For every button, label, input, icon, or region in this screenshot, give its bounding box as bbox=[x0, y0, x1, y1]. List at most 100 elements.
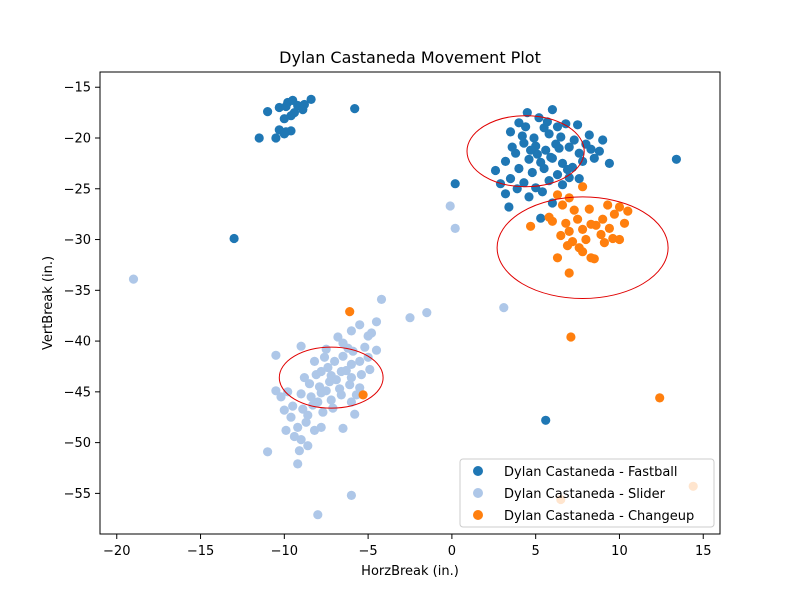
point-series-2-12 bbox=[573, 214, 583, 224]
point-series-0-56 bbox=[505, 174, 516, 184]
point-series-1-55 bbox=[301, 417, 311, 427]
point-series-1-12 bbox=[321, 344, 331, 354]
chart-title: Dylan Castaneda Movement Plot bbox=[279, 48, 541, 67]
point-series-0-78 bbox=[526, 145, 536, 155]
legend-marker-changeup bbox=[473, 510, 483, 520]
point-series-1-52 bbox=[279, 405, 289, 415]
point-series-2-8 bbox=[623, 206, 633, 216]
point-series-2-24 bbox=[581, 234, 591, 245]
point-series-2-25 bbox=[596, 229, 606, 240]
point-series-1-11 bbox=[296, 341, 306, 351]
point-series-1-63 bbox=[293, 459, 303, 469]
point-series-2-2 bbox=[578, 182, 588, 192]
legend-marker-fastball bbox=[473, 466, 483, 476]
point-series-1-31 bbox=[356, 370, 366, 380]
point-series-2-7 bbox=[614, 202, 625, 212]
point-series-2-36 bbox=[566, 332, 576, 342]
point-series-1-65 bbox=[350, 409, 360, 419]
point-series-2-16 bbox=[526, 221, 536, 231]
point-series-0-67 bbox=[544, 129, 554, 139]
point-series-0-25 bbox=[541, 415, 551, 425]
point-series-0-77 bbox=[554, 143, 564, 153]
y-axis-label: VertBreak (in.) bbox=[41, 256, 56, 350]
point-series-1-9 bbox=[263, 447, 273, 457]
point-series-2-13 bbox=[561, 218, 571, 228]
y-tick-label-0: −15 bbox=[64, 81, 91, 96]
point-series-1-30 bbox=[346, 373, 356, 383]
point-series-0-70 bbox=[517, 131, 527, 141]
point-series-2-31 bbox=[578, 247, 588, 257]
point-series-1-0 bbox=[128, 274, 139, 284]
point-series-1-37 bbox=[345, 380, 355, 390]
point-series-2-22 bbox=[556, 230, 566, 241]
point-series-2-38 bbox=[358, 390, 368, 400]
point-series-1-20 bbox=[309, 356, 320, 366]
x-tick-label-1: −15 bbox=[187, 544, 214, 559]
point-series-1-61 bbox=[303, 441, 313, 451]
point-series-2-9 bbox=[609, 209, 620, 219]
point-series-0-32 bbox=[561, 119, 571, 129]
x-axis-ticks: −20 −15 −10 −5 0 5 10 15 bbox=[103, 534, 712, 559]
point-series-0-69 bbox=[569, 135, 579, 145]
point-series-1-3 bbox=[376, 294, 387, 304]
point-series-0-47 bbox=[557, 158, 568, 168]
point-series-0-17 bbox=[279, 129, 289, 139]
legend-marker-slider bbox=[473, 488, 483, 498]
point-series-0-22 bbox=[604, 158, 615, 168]
point-series-1-23 bbox=[338, 351, 348, 361]
point-series-0-74 bbox=[578, 156, 588, 166]
point-series-0-80 bbox=[537, 187, 548, 197]
point-series-1-1 bbox=[445, 201, 455, 211]
point-series-0-0 bbox=[263, 107, 273, 117]
point-series-1-76 bbox=[331, 375, 341, 385]
point-series-0-12 bbox=[254, 133, 264, 143]
point-series-0-66 bbox=[529, 133, 539, 143]
point-series-1-19 bbox=[371, 345, 382, 355]
point-series-1-32 bbox=[365, 364, 375, 375]
point-series-0-35 bbox=[598, 135, 608, 145]
point-series-2-6 bbox=[603, 200, 613, 210]
point-series-0-82 bbox=[586, 144, 596, 154]
point-series-1-74 bbox=[271, 386, 281, 396]
point-series-1-33 bbox=[304, 379, 315, 389]
point-series-1-17 bbox=[371, 317, 382, 327]
y-tick-label-5: −40 bbox=[64, 335, 91, 350]
point-series-0-53 bbox=[552, 170, 563, 180]
point-series-0-13 bbox=[271, 133, 281, 143]
point-series-1-18 bbox=[366, 328, 377, 338]
point-series-1-45 bbox=[288, 401, 298, 411]
point-series-1-78 bbox=[311, 370, 321, 380]
point-series-0-49 bbox=[500, 156, 511, 166]
point-series-0-24 bbox=[536, 213, 546, 223]
point-series-0-51 bbox=[527, 167, 537, 178]
point-series-1-5 bbox=[422, 308, 432, 318]
point-series-1-46 bbox=[298, 404, 308, 414]
point-series-0-55 bbox=[490, 165, 501, 176]
point-series-0-20 bbox=[450, 179, 460, 189]
point-series-0-28 bbox=[522, 108, 532, 118]
point-series-1-68 bbox=[333, 332, 343, 342]
x-tick-label-7: 15 bbox=[695, 544, 712, 559]
x-tick-label-5: 5 bbox=[532, 544, 540, 559]
point-series-1-57 bbox=[316, 422, 326, 432]
point-series-0-19 bbox=[229, 233, 239, 244]
point-series-0-84 bbox=[542, 117, 553, 127]
point-series-0-8 bbox=[279, 114, 289, 124]
point-series-0-40 bbox=[564, 142, 574, 152]
y-tick-label-2: −25 bbox=[64, 182, 91, 197]
point-series-1-67 bbox=[360, 342, 370, 352]
point-series-0-79 bbox=[562, 164, 573, 175]
point-series-0-71 bbox=[507, 142, 517, 152]
x-tick-label-4: 0 bbox=[448, 544, 456, 559]
point-series-0-73 bbox=[594, 146, 605, 156]
point-series-1-7 bbox=[346, 490, 356, 500]
point-series-2-35 bbox=[564, 268, 574, 278]
point-series-1-62 bbox=[294, 446, 304, 456]
point-series-1-10 bbox=[271, 350, 281, 360]
point-series-2-20 bbox=[604, 223, 615, 233]
point-series-2-39 bbox=[655, 393, 665, 403]
point-series-1-21 bbox=[319, 352, 330, 362]
point-series-0-64 bbox=[524, 192, 534, 202]
point-series-0-41 bbox=[574, 148, 584, 158]
y-tick-label-7: −50 bbox=[64, 436, 91, 451]
